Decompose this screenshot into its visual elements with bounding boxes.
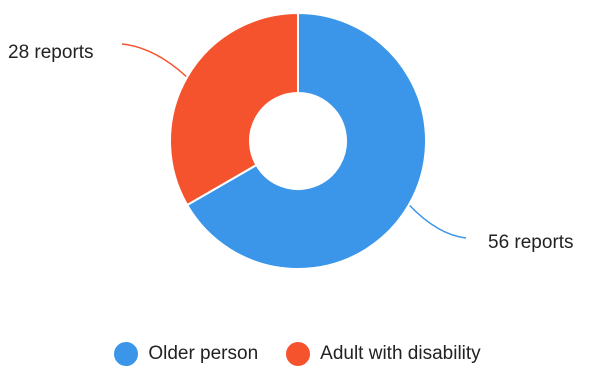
legend-item-older-person[interactable]: Older person [114,342,258,366]
slice-older-person[interactable] [185,11,427,270]
legend-swatch-adult-with-disability [286,342,311,366]
legend-label-older-person: Older person [148,343,259,364]
data-label-adult-with-disability: 28 reports [8,42,94,63]
legend-label-adult-with-disability: Adult with disability [320,343,481,364]
legend-item-adult-with-disability[interactable]: Adult with disability [286,342,481,366]
chart-legend: Older person Adult with disability [0,342,595,366]
leader-line-adult-with-disability [121,43,187,78]
data-label-older-person: 56 reports [488,232,574,253]
slice-adult-with-disability[interactable] [169,11,299,207]
leader-line-older-person [409,204,467,239]
legend-swatch-older-person [114,342,139,366]
